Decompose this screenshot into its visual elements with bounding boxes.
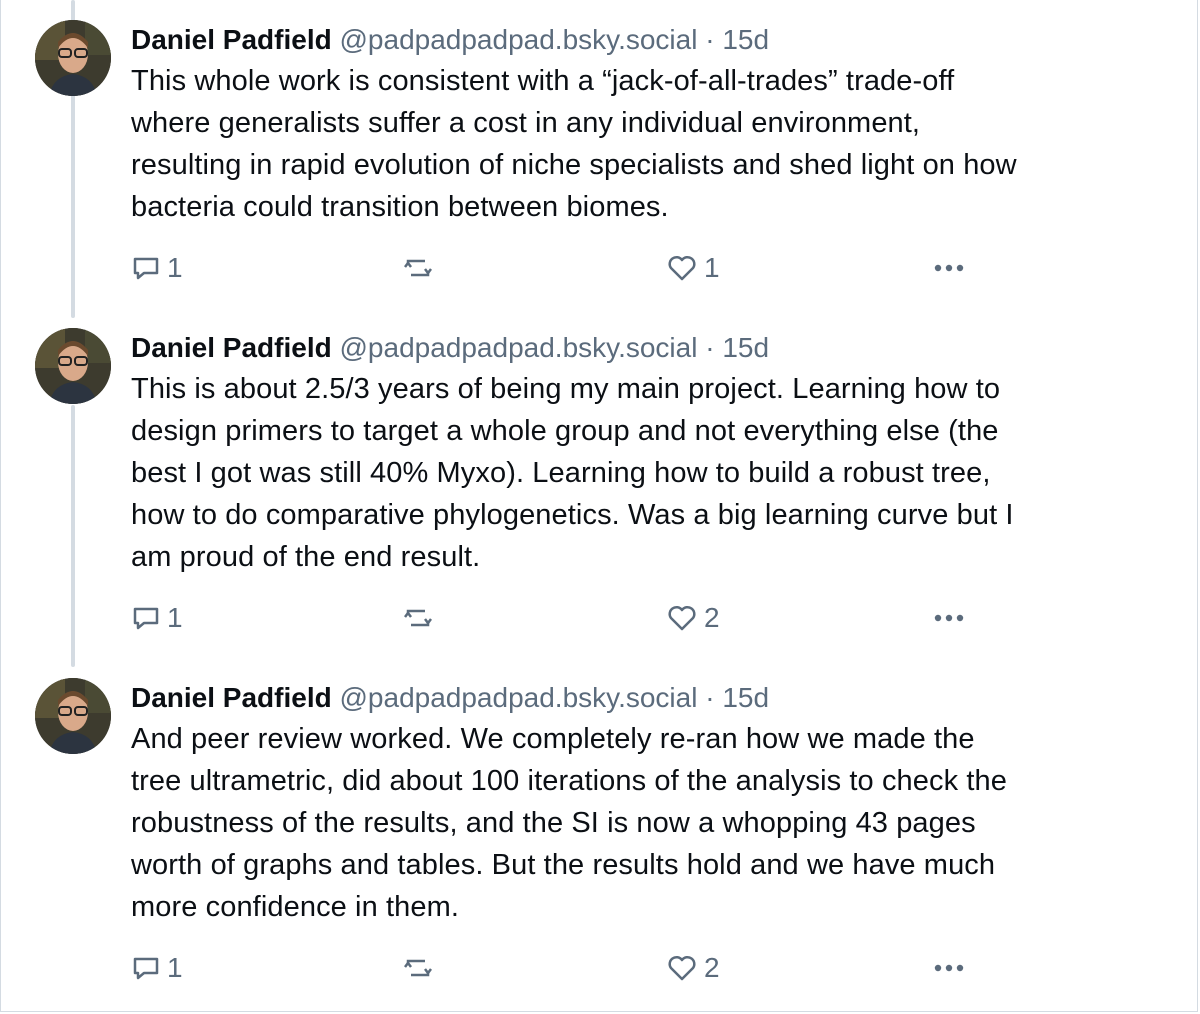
repost-arrows-icon bbox=[404, 609, 432, 627]
speech-bubble-icon bbox=[133, 957, 159, 980]
post-header: Daniel Padfield @padpadpadpad.bsky.socia… bbox=[131, 22, 1171, 58]
post-text: And peer review worked. We completely re… bbox=[131, 718, 1171, 928]
like-button[interactable]: 2 bbox=[666, 598, 720, 638]
more-options-button[interactable] bbox=[931, 248, 967, 288]
like-button[interactable]: 1 bbox=[666, 248, 720, 288]
thread-connector-line bbox=[71, 405, 75, 667]
post-text-line: more confidence in them. bbox=[131, 891, 460, 923]
meta-separator: · bbox=[705, 332, 715, 363]
post-text-line: best I got was still 40% Myxo). Learning… bbox=[131, 457, 991, 489]
author-name[interactable]: Daniel Padfield bbox=[131, 682, 332, 713]
like-button[interactable]: 2 bbox=[666, 948, 720, 988]
post-age[interactable]: 15d bbox=[722, 332, 770, 363]
avatar-photo bbox=[35, 20, 111, 96]
author-name[interactable]: Daniel Padfield bbox=[131, 24, 332, 55]
heart-outline-icon bbox=[668, 605, 696, 631]
like-count: 2 bbox=[704, 952, 720, 983]
reply-count: 1 bbox=[167, 252, 183, 283]
reply-button[interactable]: 1 bbox=[131, 248, 183, 288]
avatar[interactable] bbox=[35, 328, 111, 404]
post-text: This whole work is consistent with a “ja… bbox=[131, 60, 1171, 228]
post-text-line: where generalists suffer a cost in any i… bbox=[131, 107, 921, 139]
post-age[interactable]: 15d bbox=[722, 24, 770, 55]
repost-button[interactable] bbox=[401, 248, 441, 288]
ellipsis-icon bbox=[934, 614, 964, 622]
more-options-button[interactable] bbox=[931, 948, 967, 988]
post-text-line: And peer review worked. We completely re… bbox=[131, 723, 975, 755]
thread-connector-line bbox=[71, 0, 75, 318]
reply-count: 1 bbox=[167, 602, 183, 633]
ellipsis-icon bbox=[934, 964, 964, 972]
post-text-line: This whole work is consistent with a “ja… bbox=[131, 65, 955, 97]
like-count: 1 bbox=[704, 252, 720, 283]
reply-button[interactable]: 1 bbox=[131, 948, 183, 988]
speech-bubble-icon bbox=[133, 607, 159, 630]
post-actions: 1 2 bbox=[131, 598, 1171, 638]
post-age[interactable]: 15d bbox=[722, 682, 770, 713]
post-text-line: tree ultrametric, did about 100 iteratio… bbox=[131, 765, 1007, 797]
speech-bubble-icon bbox=[133, 257, 159, 280]
like-count: 2 bbox=[704, 602, 720, 633]
author-handle[interactable]: @padpadpadpad.bsky.social bbox=[339, 682, 698, 713]
more-options-button[interactable] bbox=[931, 598, 967, 638]
reply-button[interactable]: 1 bbox=[131, 598, 183, 638]
post-text-line: am proud of the end result. bbox=[131, 541, 481, 573]
heart-outline-icon bbox=[668, 255, 696, 281]
post-header: Daniel Padfield @padpadpadpad.bsky.socia… bbox=[131, 330, 1171, 366]
repost-button[interactable] bbox=[401, 948, 441, 988]
post-text-line: how to do comparative phylogenetics. Was… bbox=[131, 499, 1014, 531]
meta-separator: · bbox=[705, 682, 715, 713]
post-text-line: resulting in rapid evolution of niche sp… bbox=[131, 149, 1017, 181]
post-text-line: worth of graphs and tables. But the resu… bbox=[131, 849, 996, 881]
post-text: This is about 2.5/3 years of being my ma… bbox=[131, 368, 1171, 578]
avatar-photo bbox=[35, 678, 111, 754]
repost-button[interactable] bbox=[401, 598, 441, 638]
post-header: Daniel Padfield @padpadpadpad.bsky.socia… bbox=[131, 680, 1171, 716]
author-name[interactable]: Daniel Padfield bbox=[131, 332, 332, 363]
post-text-line: robustness of the results, and the SI is… bbox=[131, 807, 976, 839]
heart-outline-icon bbox=[668, 955, 696, 981]
meta-separator: · bbox=[705, 24, 715, 55]
avatar-photo bbox=[35, 328, 111, 404]
post-actions: 1 2 bbox=[131, 948, 1171, 988]
post-text-line: bacteria could transition between biomes… bbox=[131, 191, 669, 223]
avatar[interactable] bbox=[35, 678, 111, 754]
repost-arrows-icon bbox=[404, 259, 432, 277]
avatar[interactable] bbox=[35, 20, 111, 96]
post-text-line: design primers to target a whole group a… bbox=[131, 415, 999, 447]
ellipsis-icon bbox=[934, 264, 964, 272]
post-text-line: This is about 2.5/3 years of being my ma… bbox=[131, 373, 1001, 405]
repost-arrows-icon bbox=[404, 959, 432, 977]
author-handle[interactable]: @padpadpadpad.bsky.social bbox=[339, 332, 698, 363]
post-actions: 1 1 bbox=[131, 248, 1171, 288]
author-handle[interactable]: @padpadpadpad.bsky.social bbox=[339, 24, 698, 55]
reply-count: 1 bbox=[167, 952, 183, 983]
